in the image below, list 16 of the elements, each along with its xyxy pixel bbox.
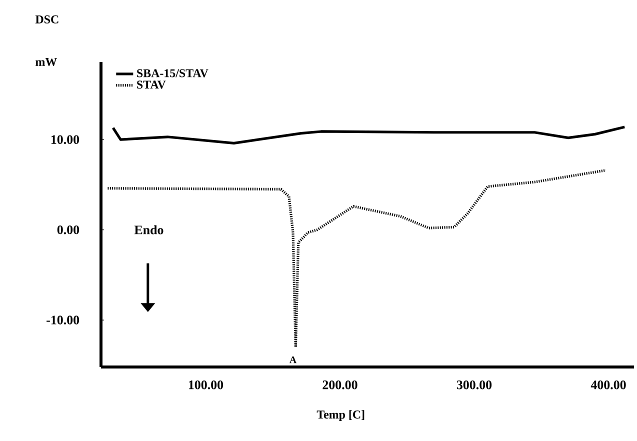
x-tick-label: 100.00 (188, 380, 224, 390)
x-tick-label: 300.00 (456, 380, 492, 390)
y-tick-label: 10.00 (51, 135, 80, 144)
x-tick-label: 400.00 (590, 380, 626, 390)
annotation: A (289, 356, 297, 364)
y-tick-label: -10.00 (46, 316, 80, 324)
x-tick-label: 200.00 (322, 380, 358, 390)
y-axis-title: mW (36, 58, 57, 66)
line-series (106, 168, 608, 348)
chart-title: DSC (35, 15, 58, 24)
y-tick-label: 0.00 (57, 225, 80, 234)
x-axis-title: Temp [C] (316, 410, 364, 422)
legend-label: SBA-15/STAV (137, 69, 208, 78)
legend-label: STAV (137, 80, 166, 89)
line-series (112, 126, 626, 145)
annotation: Endo (134, 225, 164, 234)
